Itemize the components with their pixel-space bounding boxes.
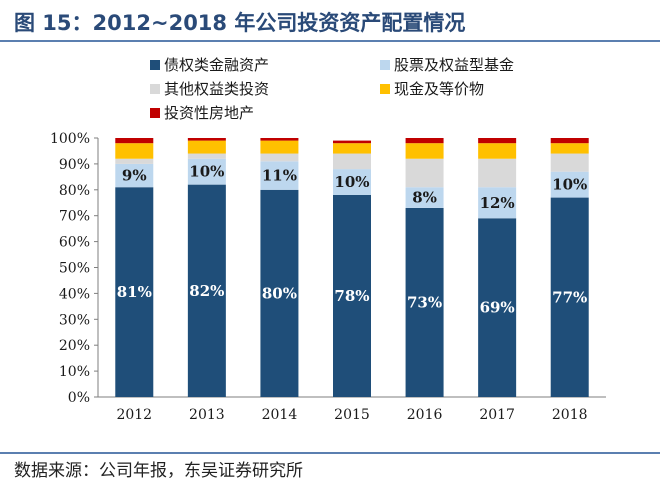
data-label-2018-s2: 10% [552,176,587,194]
x-tick-label: 2012 [116,407,152,423]
legend-swatch-3 [150,84,160,94]
x-tick-label: 2015 [334,407,370,423]
bar-segment-2016-s3 [405,158,444,188]
x-tick-label: 2013 [189,407,225,423]
data-label-2017-s2: 12% [480,194,515,212]
bar-segment-2015-s1 [333,194,371,397]
bar-segment-2014-s1 [260,189,299,397]
legend-label-4: 现金及等价物 [394,80,484,98]
y-tick-label: 100% [50,131,90,147]
x-tick-label: 2016 [407,407,443,423]
bar-segment-2017-s3 [478,158,517,188]
data-label-2012-s1: 81% [117,283,152,301]
legend-swatch-1 [150,60,160,70]
bar-segment-2015-s5 [333,140,371,144]
bar-segment-2017-s1 [478,218,517,397]
data-label-2015-s1: 78% [334,287,369,305]
legend-label-1: 债权类金融资产 [164,56,269,74]
bar-segment-2013-s5 [187,138,226,141]
data-label-2014-s2: 11% [262,167,297,185]
y-tick-label: 40% [59,286,90,302]
bar-segment-2014-s4 [260,140,299,154]
data-label-2014-s1: 80% [262,284,297,302]
bar-segment-2014-s2 [260,161,299,190]
chart-title: 图 15：2012~2018 年公司投资资产配置情况 [14,11,466,35]
x-tick-label: 2018 [552,407,588,423]
bar-segment-2017-s5 [478,138,517,144]
bar-segment-2013-s3 [187,153,226,159]
legend-swatch-5 [150,108,160,118]
y-tick-label: 50% [59,261,90,277]
bar-segment-2013-s2 [187,158,226,185]
bar-segment-2018-s3 [550,153,589,172]
y-tick-label: 10% [59,364,90,380]
bars: 81% 9% 2012 82% 10% 2013 80% 11% 2014 78% 10% 2015 7… [115,138,589,423]
bar-segment-2012-s3 [115,158,154,164]
legend-label-2: 股票及权益型基金 [394,56,514,74]
bar-segment-2012-s1 [115,187,154,397]
bar-segment-2013-s1 [187,184,226,397]
data-label-2018-s1: 77% [552,288,587,306]
x-tick-label: 2014 [262,407,298,423]
bar-segment-2016-s4 [405,143,444,159]
data-label-2016-s1: 73% [407,293,442,311]
legend-swatch-2 [380,60,390,70]
legend-label-5: 投资性房地产 [164,104,254,122]
bar-segment-2017-s4 [478,143,517,159]
bar-segment-2016-s5 [405,138,444,144]
y-tick-label: 80% [59,183,90,199]
bar-segment-2015-s4 [333,143,371,154]
title-divider [0,40,660,42]
y-tick-label: 90% [59,157,90,173]
bar-segment-2014-s3 [260,153,299,162]
axes: 0% 10% 20% 30% 40% 50% 60% 70% 80% 90% 100% [50,131,606,406]
bar-segment-2018-s2 [550,171,589,198]
bar-segment-2012-s2 [115,163,154,188]
bar-segment-2013-s4 [187,140,226,154]
bar-segment-2015-s2 [333,169,371,195]
bar-segment-2016-s2 [405,187,444,208]
bar-segment-2018-s5 [550,138,589,144]
y-tick-label: 60% [59,235,90,251]
bar-segment-2012-s4 [115,143,154,159]
bar-segment-2015-s3 [333,153,371,170]
y-tick-label: 0% [68,390,90,406]
y-tick-label: 30% [59,312,90,328]
source-divider [0,452,660,454]
x-tick-label: 2017 [479,407,515,423]
data-label-2012-s2: 9% [122,167,147,185]
source-note: 数据来源：公司年报，东吴证券研究所 [14,461,303,481]
bar-segment-2016-s1 [405,207,444,397]
data-label-2017-s1: 69% [480,299,515,317]
bar-segment-2018-s4 [550,143,589,154]
data-label-2013-s1: 82% [189,282,224,300]
bar-segment-2017-s2 [478,187,517,219]
legend-swatch-4 [380,84,390,94]
legend-label-3: 其他权益类投资 [164,80,269,98]
bar-segment-2018-s1 [550,197,589,397]
y-tick-label: 70% [59,209,90,225]
y-tick-label: 20% [59,338,90,354]
data-label-2016-s2: 8% [412,189,437,207]
data-label-2015-s2: 10% [334,173,369,191]
data-label-2013-s2: 10% [189,163,224,181]
bar-segment-2012-s5 [115,138,154,144]
bar-segment-2014-s5 [260,138,299,141]
